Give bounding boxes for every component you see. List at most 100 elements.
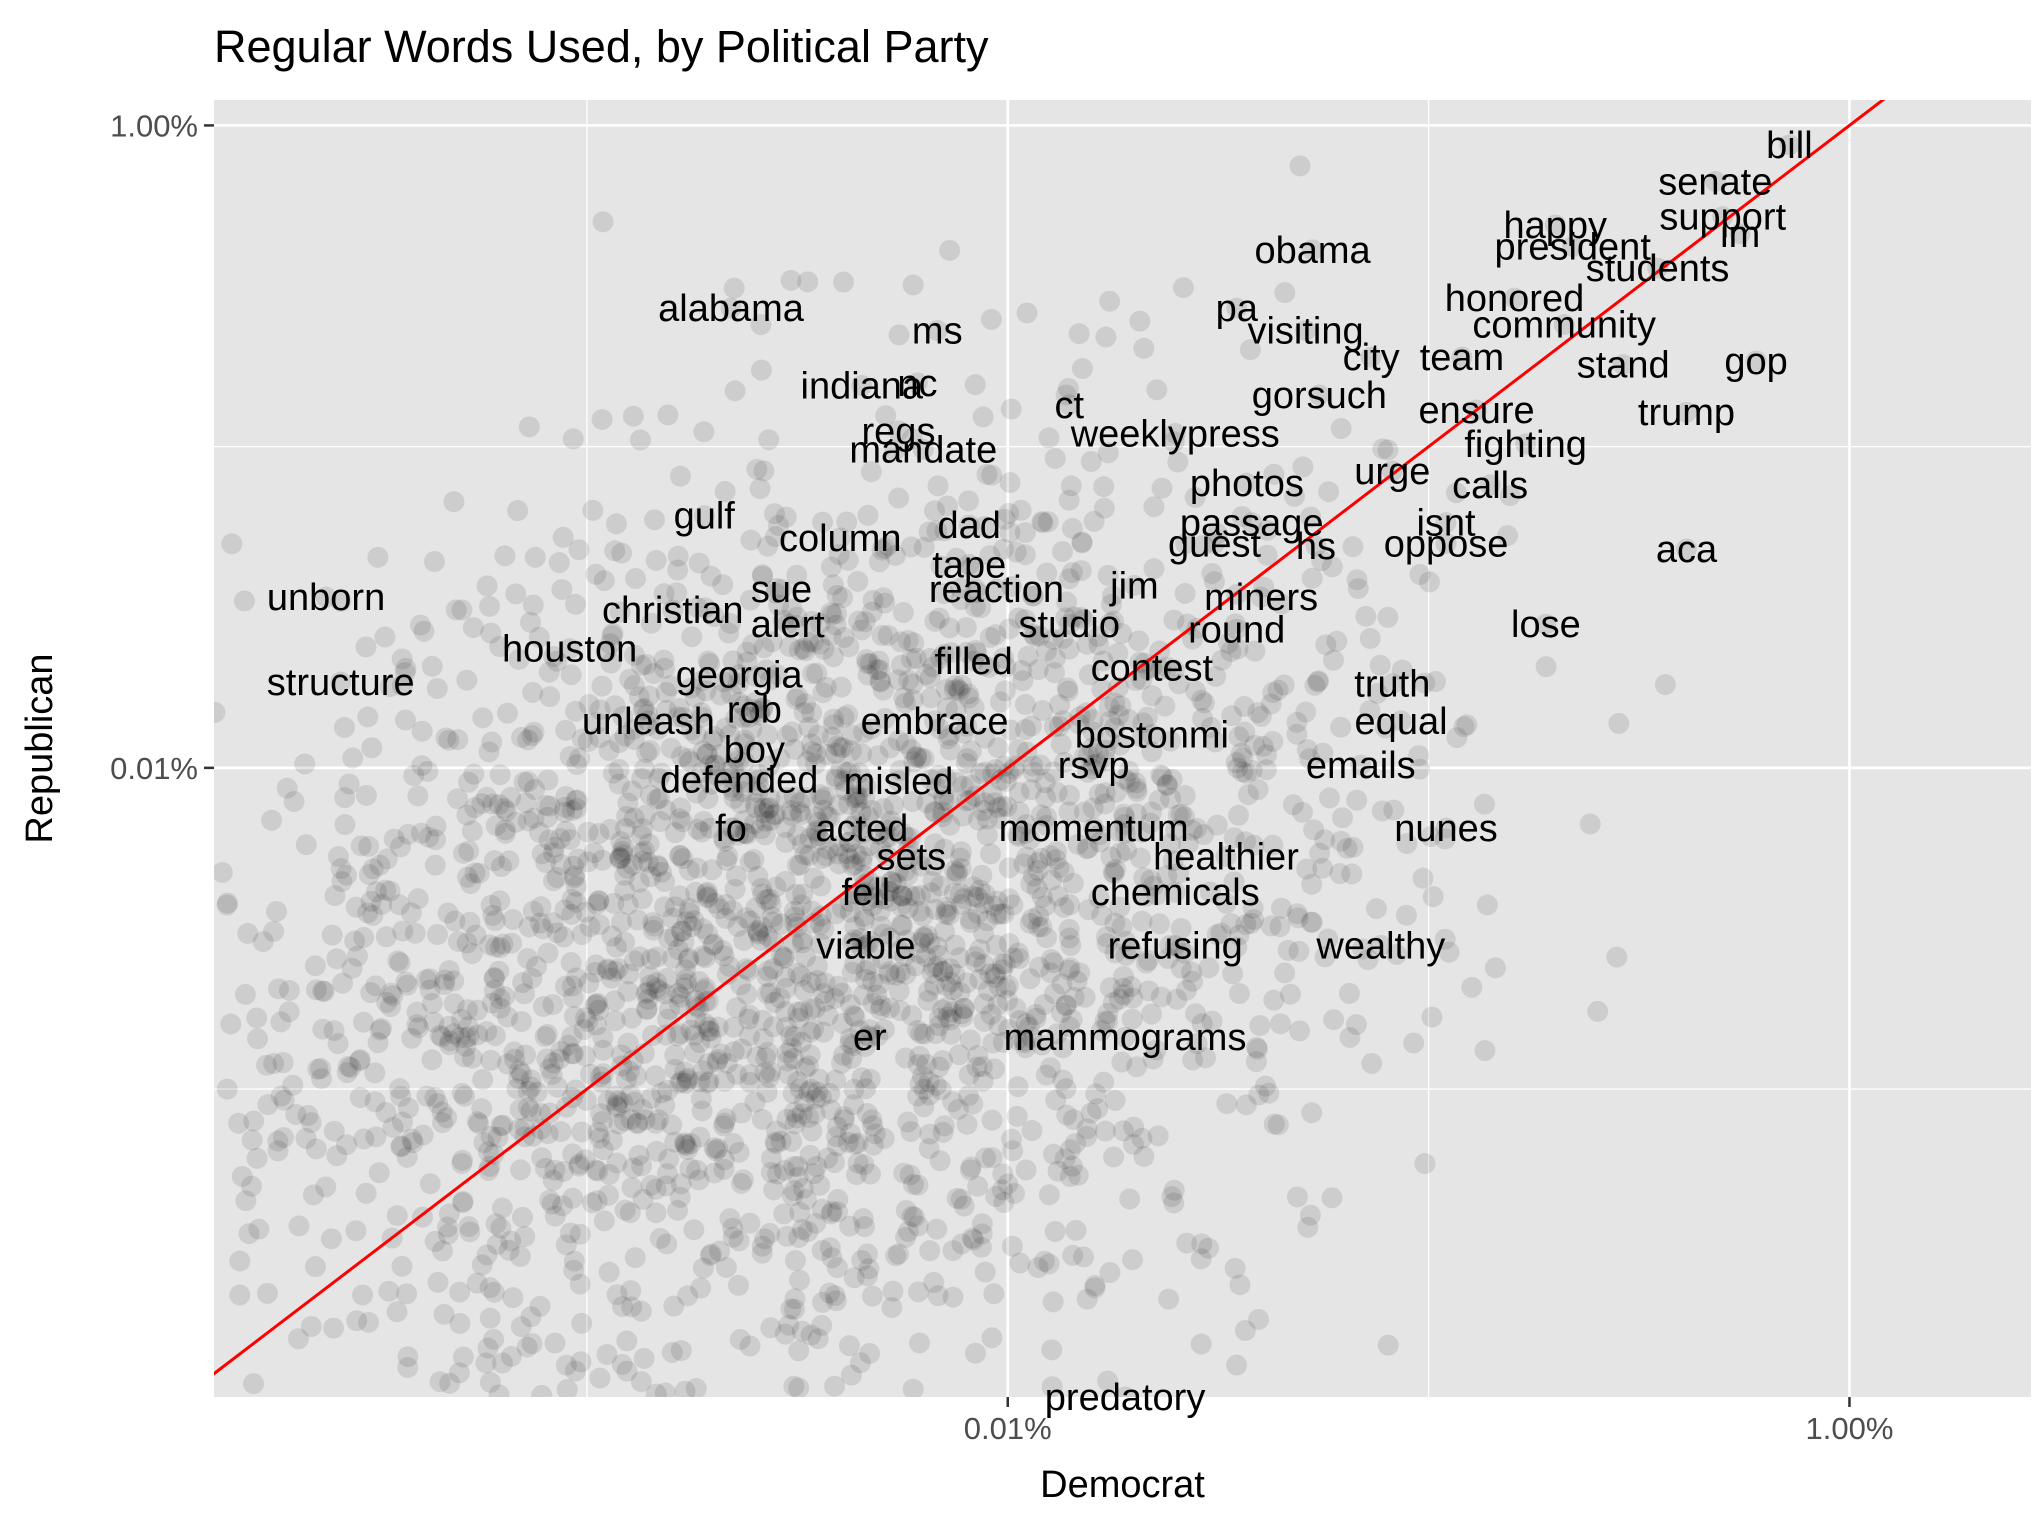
background-point [1121,1008,1143,1030]
background-point [694,1012,716,1034]
background-point [696,743,718,765]
background-point [1035,814,1057,836]
background-point [901,1205,923,1227]
background-point [571,728,593,750]
background-point [843,1094,865,1116]
background-point [757,724,779,746]
background-point [902,791,924,813]
background-point [1289,155,1311,177]
background-point [1434,828,1456,850]
background-point [1412,867,1434,889]
background-point [361,737,383,759]
background-point [534,1026,556,1048]
background-point [1053,896,1075,918]
background-point [517,810,539,832]
background-point [323,1120,345,1142]
background-point [1225,752,1247,774]
background-point [1220,640,1242,662]
background-point [995,977,1017,999]
background-point [1200,716,1222,738]
background-point [541,1193,563,1215]
background-point [601,925,623,947]
background-point [728,692,750,714]
background-point [1453,716,1475,738]
background-point [555,1354,577,1376]
background-point [916,792,938,814]
background-point [690,702,712,724]
background-point [822,646,844,668]
background-point [885,964,907,986]
background-point [1291,801,1313,823]
background-point [1133,337,1155,359]
background-point [1256,744,1278,766]
background-point [604,695,626,717]
background-point [714,481,736,503]
background-point [722,650,744,672]
background-point [813,799,835,821]
background-point [587,992,609,1014]
background-point [745,666,767,688]
background-point [1014,522,1036,544]
background-point [1056,591,1078,613]
background-point [1113,965,1135,987]
background-point [867,875,889,897]
background-point [795,1189,817,1211]
background-point [637,988,659,1010]
word-point [1226,297,1248,319]
background-point [353,926,375,948]
background-point [437,902,459,924]
background-point [618,1060,640,1082]
background-point [702,729,724,751]
background-point [966,582,988,604]
background-point [996,990,1018,1012]
word-label: fell [842,872,891,914]
background-point [793,979,815,1001]
word-point [1704,170,1726,192]
background-point [736,651,758,673]
background-point [743,813,765,835]
background-point [942,979,964,1001]
background-point [981,1147,1003,1169]
background-point [589,727,611,749]
word-point [743,739,765,761]
background-point [529,1295,551,1317]
background-point [881,1297,903,1319]
word-label: tape [932,544,1006,586]
background-point [509,1098,531,1120]
background-point [857,504,879,526]
background-point [785,883,807,905]
background-point [1409,564,1431,586]
background-point [890,654,912,676]
background-point [998,1018,1020,1040]
background-point [841,1047,863,1069]
background-point [1101,585,1123,607]
background-point [750,359,772,381]
background-point [481,731,503,753]
background-point [847,883,869,905]
background-point [860,461,882,483]
background-point [903,751,925,773]
background-point [332,972,354,994]
background-point [433,1303,455,1325]
background-point [869,900,891,922]
background-point [749,704,771,726]
background-point [692,1060,714,1082]
background-point [1205,665,1227,687]
background-point [814,972,836,994]
background-point [220,1013,242,1035]
background-point [687,597,709,619]
background-point [679,898,701,920]
background-point [1139,812,1161,834]
background-point [654,657,676,679]
background-point [1193,824,1215,846]
background-point [789,801,811,823]
background-point [1301,1102,1323,1124]
background-point [955,641,977,663]
background-point [627,1112,649,1134]
background-point [609,601,631,623]
background-point [836,761,858,783]
background-point [625,567,647,589]
background-point [748,763,770,785]
background-point [1206,924,1228,946]
word-label: guest [1168,523,1261,565]
